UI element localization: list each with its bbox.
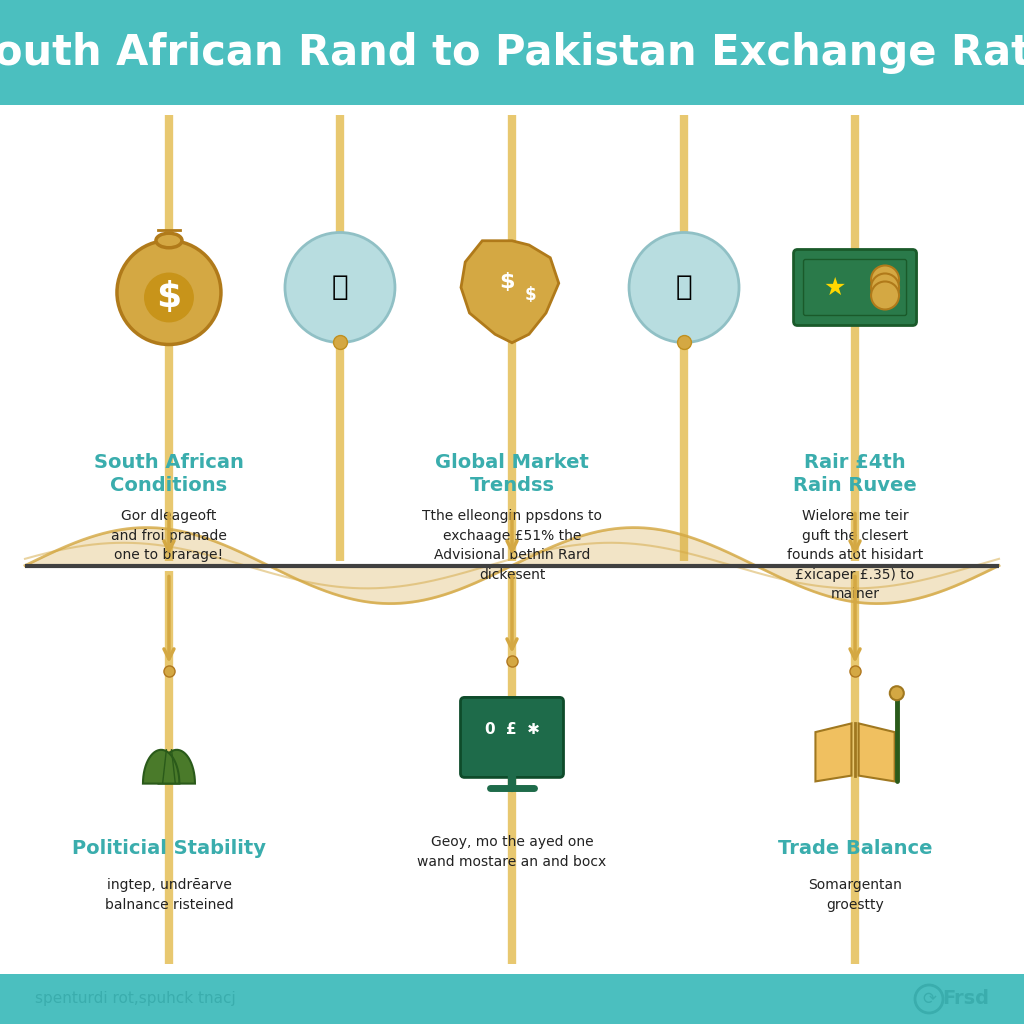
Polygon shape bbox=[159, 750, 195, 783]
Polygon shape bbox=[859, 723, 895, 781]
Text: Global Market
Trendss: Global Market Trendss bbox=[435, 453, 589, 495]
Text: spenturdi rot,spuhck tnacj: spenturdi rot,spuhck tnacj bbox=[35, 991, 236, 1007]
FancyBboxPatch shape bbox=[794, 250, 916, 326]
Polygon shape bbox=[143, 750, 179, 783]
Circle shape bbox=[144, 272, 194, 323]
Text: Geoy, mo the ayed one
wand mostare an and bocx: Geoy, mo the ayed one wand mostare an an… bbox=[418, 836, 606, 868]
Bar bbox=[0, 0, 1024, 105]
Ellipse shape bbox=[156, 233, 182, 248]
Circle shape bbox=[285, 232, 395, 342]
Text: Somargentan
groestty: Somargentan groestty bbox=[808, 879, 902, 912]
Polygon shape bbox=[461, 241, 559, 343]
Text: Tthe elleongin ppsdons to
exchaage £51% the
Advisional bethin Rard
dickesent: Tthe elleongin ppsdons to exchaage £51% … bbox=[422, 509, 602, 582]
FancyBboxPatch shape bbox=[461, 697, 563, 777]
Text: Frsd: Frsd bbox=[942, 989, 989, 1009]
Bar bbox=[0, 974, 1024, 1024]
Text: $: $ bbox=[524, 287, 536, 304]
Text: Wielore me teir
guft the clesert
founds atot hisidart
£xicaper £.35) to
mainer: Wielore me teir guft the clesert founds … bbox=[786, 509, 924, 601]
Text: $: $ bbox=[500, 272, 515, 293]
Text: $: $ bbox=[157, 281, 181, 314]
Text: Politicial Stability: Politicial Stability bbox=[72, 840, 266, 858]
Text: Gor dleageoft
and froi pranade
one to brarage!: Gor dleageoft and froi pranade one to br… bbox=[111, 509, 227, 562]
Text: 🦏: 🦏 bbox=[332, 273, 348, 301]
Text: Rair £4th
Rain Ruvee: Rair £4th Rain Ruvee bbox=[794, 453, 916, 495]
Circle shape bbox=[629, 232, 739, 342]
Text: South African
Conditions: South African Conditions bbox=[94, 453, 244, 495]
Polygon shape bbox=[815, 723, 851, 781]
Text: 0  £  ✱: 0 £ ✱ bbox=[484, 722, 540, 737]
Text: Trade Balance: Trade Balance bbox=[778, 840, 932, 858]
Text: 🦏: 🦏 bbox=[676, 273, 692, 301]
Circle shape bbox=[117, 241, 221, 344]
Text: ingtep, undrēarve
balnance risteined: ingtep, undrēarve balnance risteined bbox=[104, 879, 233, 912]
Circle shape bbox=[871, 265, 899, 294]
Circle shape bbox=[890, 686, 904, 700]
Text: South African Rand to Pakistan Exchange Rate: South African Rand to Pakistan Exchange … bbox=[0, 32, 1024, 74]
Text: ★: ★ bbox=[824, 275, 846, 299]
Circle shape bbox=[871, 273, 899, 301]
Text: ⟳: ⟳ bbox=[922, 990, 936, 1008]
Circle shape bbox=[871, 282, 899, 309]
